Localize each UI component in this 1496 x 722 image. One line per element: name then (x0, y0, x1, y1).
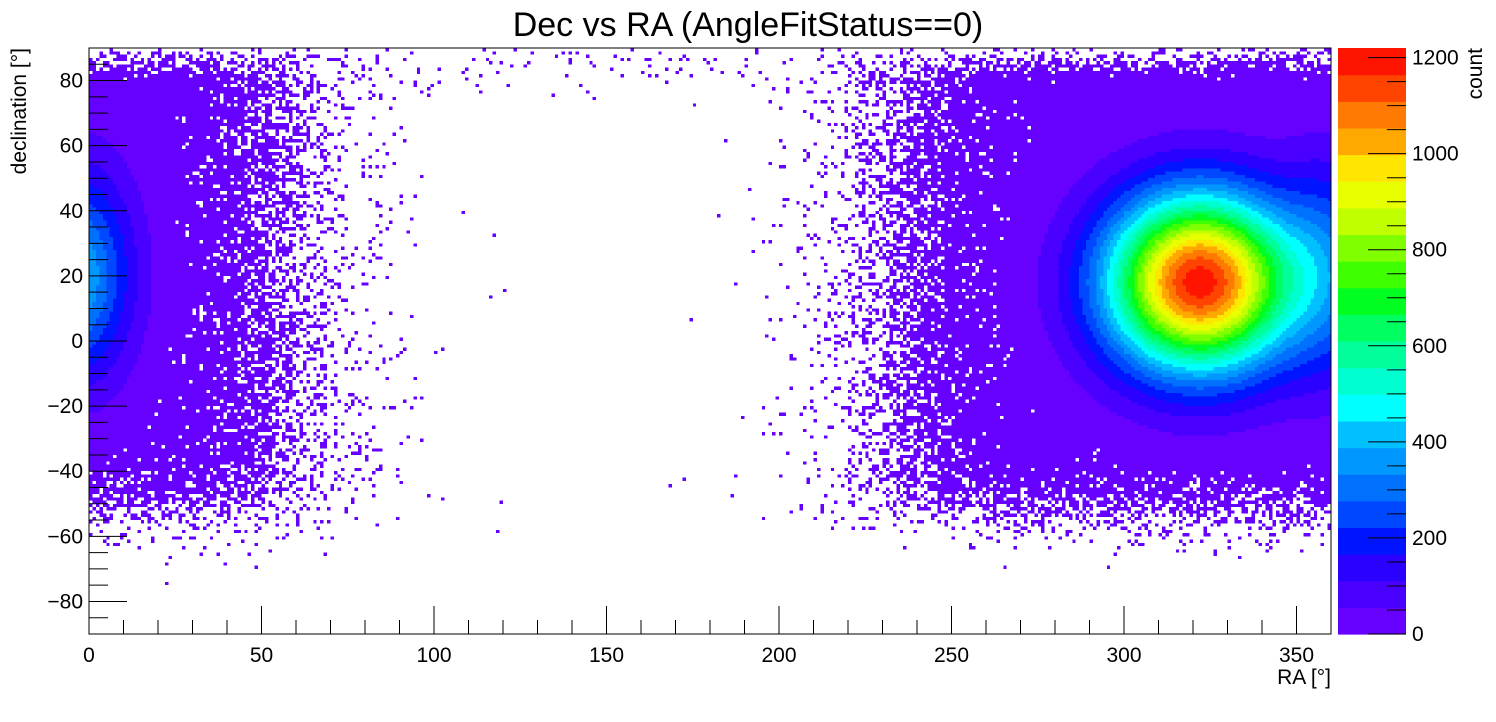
chart-title: Dec vs RA (AngleFitStatus==0) (513, 6, 984, 44)
x-tick-label: 100 (416, 644, 451, 667)
color-scale-step (1338, 208, 1406, 235)
y-tick-label: 20 (60, 265, 83, 288)
x-tick-label: 300 (1106, 644, 1141, 667)
color-scale-step (1338, 554, 1406, 581)
color-scale-step (1338, 527, 1406, 554)
color-scale-step (1338, 181, 1406, 208)
color-scale-step (1338, 501, 1406, 528)
color-scale-step (1338, 314, 1406, 341)
y-tick-label: 80 (60, 70, 83, 93)
x-tick-label: 350 (1279, 644, 1314, 667)
color-scale-tick-label: 400 (1412, 431, 1447, 454)
heatmap-cells (89, 48, 1331, 634)
color-scale-bar (1338, 48, 1406, 635)
x-axis-label: RA [°] (1277, 666, 1331, 689)
color-scale-step (1338, 368, 1406, 395)
color-scale-tick-label: 0 (1412, 623, 1424, 646)
y-tick-label: −60 (47, 525, 83, 548)
color-scale-tick-label: 800 (1412, 239, 1447, 262)
color-scale-tick-label: 1000 (1412, 143, 1459, 166)
color-scale-step (1338, 607, 1406, 634)
color-scale-tick-label: 600 (1412, 335, 1447, 358)
y-tick-label: 40 (60, 200, 83, 223)
x-tick-label: 50 (250, 644, 273, 667)
color-scale-step (1338, 448, 1406, 475)
color-scale-tick-label: 1200 (1412, 47, 1459, 70)
y-tick-label: 0 (71, 330, 83, 353)
y-tick-label: −40 (47, 460, 83, 483)
x-tick-label: 250 (934, 644, 969, 667)
color-scale-step (1338, 341, 1406, 368)
color-scale-step (1338, 128, 1406, 155)
y-tick-label: −80 (47, 590, 83, 613)
y-tick-label: −20 (47, 395, 83, 418)
color-scale-step (1338, 75, 1406, 102)
y-axis-label: declination [°] (8, 48, 31, 174)
x-tick-label: 0 (83, 644, 95, 667)
y-tick-label: 60 (60, 135, 83, 158)
color-scale-step (1338, 421, 1406, 448)
color-scale-step (1338, 474, 1406, 501)
plot-area (89, 48, 1331, 634)
x-tick-label: 150 (589, 644, 624, 667)
x-tick-label: 200 (761, 644, 796, 667)
color-scale-step (1338, 48, 1406, 75)
color-scale-tick-label: 200 (1412, 527, 1447, 550)
color-scale-step (1338, 581, 1406, 608)
color-scale-step (1338, 234, 1406, 261)
color-scale-label: count (1464, 48, 1487, 100)
color-scale-step (1338, 261, 1406, 288)
color-scale-step (1338, 288, 1406, 315)
